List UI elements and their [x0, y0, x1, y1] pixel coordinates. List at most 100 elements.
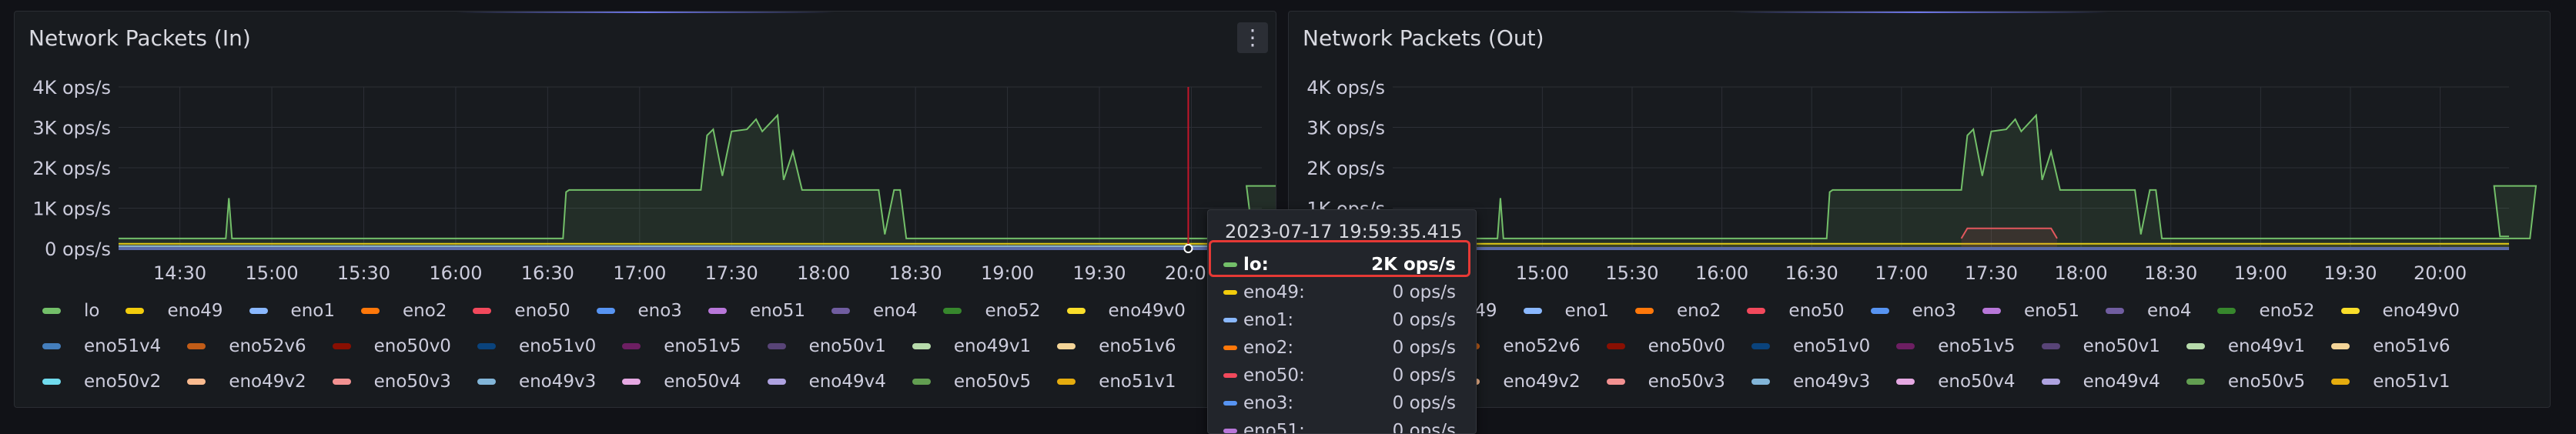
tooltip-series-name: lo:	[1243, 255, 1269, 275]
panel-title[interactable]: Network Packets (Out)	[1303, 25, 1544, 51]
legend-item-eno3[interactable]: eno3	[1870, 298, 1956, 324]
tooltip-series-name: eno49:	[1243, 282, 1305, 302]
series-line-eno50[interactable]	[1960, 227, 2058, 239]
legend-item-eno50v5[interactable]: eno50v5	[912, 369, 1031, 395]
series-line-lo[interactable]	[119, 113, 1276, 239]
x-tick-label: 15:00	[245, 262, 298, 284]
series-area-eno50	[1961, 228, 2057, 249]
legend-item-eno50v4[interactable]: eno50v4	[622, 369, 741, 395]
legend-swatch	[2041, 343, 2060, 349]
legend-item-eno52[interactable]: eno52	[943, 298, 1041, 324]
tooltip-series-name: eno50:	[1243, 366, 1305, 386]
legend-label: eno51v4	[84, 336, 162, 356]
x-tick-label: 15:30	[1605, 262, 1658, 284]
tooltip-series-value: 0 ops/s	[1392, 310, 1456, 330]
legend-item-eno50v1[interactable]: eno50v1	[767, 333, 886, 359]
legend-label: eno1	[290, 301, 335, 321]
legend-item-eno51v0[interactable]: eno51v0	[1751, 333, 1870, 359]
legend-item-eno2[interactable]: eno2	[360, 298, 447, 324]
legend-item-eno4[interactable]: eno4	[831, 298, 917, 324]
legend-item-eno49v1[interactable]: eno49v1	[912, 333, 1031, 359]
y-tick-label: 0 ops/s	[45, 239, 111, 260]
legend-item-eno49[interactable]: eno49	[125, 298, 223, 324]
chart-network-packets-out[interactable]: 0 ops/s1K ops/s2K ops/s3K ops/s4K ops/s1…	[1289, 12, 2551, 289]
legend-item-eno50[interactable]: eno50	[473, 298, 570, 324]
legend-item-eno50v3[interactable]: eno50v3	[1606, 369, 1725, 395]
panel-loading-bar	[456, 12, 835, 13]
legend-item-eno51[interactable]: eno51	[1982, 298, 2079, 324]
legend-item-eno51v0[interactable]: eno51v0	[477, 333, 596, 359]
y-tick-label: 4K ops/s	[32, 77, 111, 98]
legend-item-eno50v0[interactable]: eno50v0	[332, 333, 451, 359]
y-tick-label: 2K ops/s	[1306, 158, 1385, 179]
legend-label: eno50	[514, 301, 570, 321]
legend-label: eno52	[985, 301, 1041, 321]
legend-item-eno49v0[interactable]: eno49v0	[1066, 298, 1186, 324]
legend-item-eno49v1[interactable]: eno49v1	[2186, 333, 2305, 359]
tooltip-series-value: 2K ops/s	[1371, 255, 1456, 275]
legend-item-eno49v2[interactable]: eno49v2	[1461, 369, 1581, 395]
legend-item-eno51[interactable]: eno51	[708, 298, 805, 324]
legend-label: eno49v4	[808, 372, 886, 392]
x-tick-label: 18:30	[2144, 262, 2197, 284]
tooltip-row: eno50: 0 ops/s	[1223, 362, 1462, 389]
tooltip-series-value: 0 ops/s	[1392, 366, 1456, 386]
y-tick-label: 4K ops/s	[1306, 77, 1385, 98]
legend-item-eno50v3[interactable]: eno50v3	[332, 369, 451, 395]
legend-item-eno52[interactable]: eno52	[2217, 298, 2315, 324]
legend-item-eno49v4[interactable]: eno49v4	[767, 369, 886, 395]
legend-item-eno49v3[interactable]: eno49v3	[477, 369, 596, 395]
legend-item-eno2[interactable]: eno2	[1634, 298, 1721, 324]
legend-label: eno50v0	[1648, 336, 1725, 356]
legend-item-eno51v1[interactable]: eno51v1	[2331, 369, 2451, 395]
legend-item-eno3[interactable]: eno3	[596, 298, 682, 324]
legend-item-eno49v2[interactable]: eno49v2	[187, 369, 306, 395]
x-tick-label: 16:00	[429, 262, 482, 284]
legend-item-eno49v0[interactable]: eno49v0	[2340, 298, 2460, 324]
legend-item-eno49v4[interactable]: eno49v4	[2041, 369, 2160, 395]
legend-item-eno51v1[interactable]: eno51v1	[1057, 369, 1176, 395]
panel-loading-bar	[1730, 12, 2109, 13]
legend-label: eno50v5	[2227, 372, 2306, 392]
tooltip-row: eno49: 0 ops/s	[1223, 279, 1462, 305]
legend-item-eno50v2[interactable]: eno50v2	[42, 369, 161, 395]
legend-item-eno1[interactable]: eno1	[1523, 298, 1609, 324]
legend-item-eno52v6[interactable]: eno52v6	[1461, 333, 1581, 359]
legend-item-eno4[interactable]: eno4	[2106, 298, 2191, 324]
legend-label: eno50v5	[953, 372, 1032, 392]
legend-label: eno4	[873, 301, 918, 321]
x-tick-label: 16:00	[1695, 262, 1748, 284]
legend-swatch	[1747, 308, 1766, 314]
series-line-lo[interactable]	[1393, 113, 2538, 239]
legend-item-eno50v5[interactable]: eno50v5	[2186, 369, 2305, 395]
legend-item-eno51v5[interactable]: eno51v5	[1896, 333, 2016, 359]
legend-swatch	[1751, 379, 1770, 385]
legend-swatch	[1751, 343, 1770, 349]
legend-label: eno49v4	[2083, 372, 2160, 392]
legend-item-eno51v4[interactable]: eno51v4	[42, 333, 161, 359]
legend-swatch	[2106, 308, 2125, 314]
legend-label: eno51	[2023, 301, 2080, 321]
legend-item-eno50v1[interactable]: eno50v1	[2041, 333, 2160, 359]
legend-item-eno51v5[interactable]: eno51v5	[622, 333, 741, 359]
legend-item-lo[interactable]: lo	[42, 298, 99, 324]
legend-item-eno50v0[interactable]: eno50v0	[1606, 333, 1725, 359]
panel-network-packets-in[interactable]: Network Packets (In) ⋮ 0 ops/s 1K ops/s 2K…	[14, 11, 1276, 408]
legend-item-eno51v6[interactable]: eno51v6	[2331, 333, 2451, 359]
legend-item-eno1[interactable]: eno1	[249, 298, 335, 324]
legend-item-eno49v3[interactable]: eno49v3	[1751, 369, 1870, 395]
panel-menu-icon[interactable]: ⋮	[1237, 22, 1268, 53]
legend-label: eno49v1	[2227, 336, 2306, 356]
legend-item-eno52v6[interactable]: eno52v6	[187, 333, 306, 359]
panel-title[interactable]: Network Packets (In)	[28, 25, 251, 51]
legend-item-eno50v4[interactable]: eno50v4	[1896, 369, 2016, 395]
legend-label: eno49	[167, 301, 223, 321]
legend-item-eno51v6[interactable]: eno51v6	[1057, 333, 1176, 359]
chart-network-packets-in[interactable]: 0 ops/s 1K ops/s 2K ops/s 3K ops/s 4K ops/s 1…	[15, 12, 1276, 289]
panel-network-packets-out[interactable]: Network Packets (Out) 0 ops/s1K ops/s2K …	[1288, 11, 2551, 408]
legend-swatch	[1057, 379, 1076, 385]
legend-item-eno50[interactable]: eno50	[1747, 298, 1845, 324]
tooltip-series-value: 0 ops/s	[1392, 282, 1456, 302]
legend-swatch	[42, 308, 61, 314]
legend-label: eno49v2	[1503, 372, 1581, 392]
